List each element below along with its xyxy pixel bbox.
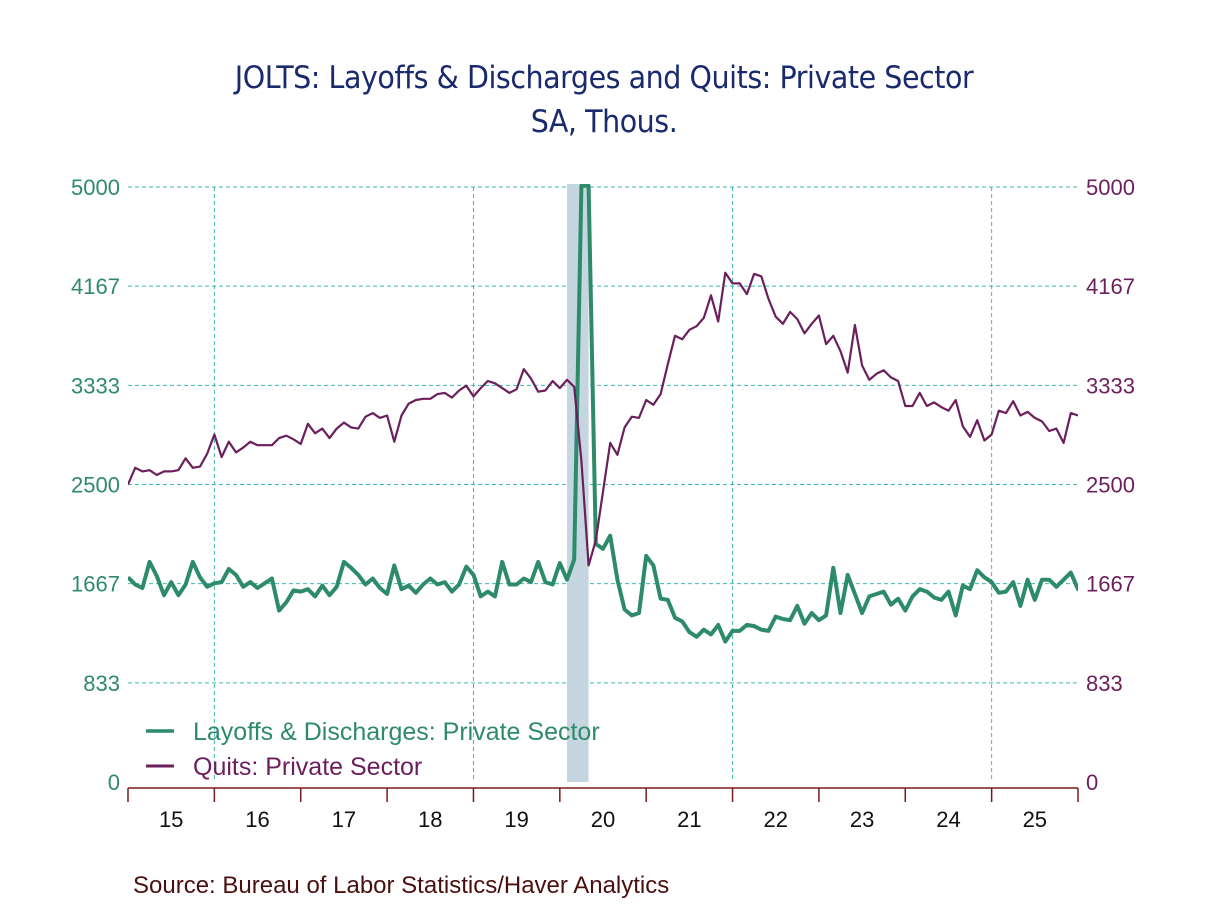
y-right-tick-label: 0 — [1086, 770, 1098, 795]
x-tick-label: 24 — [936, 807, 960, 832]
y-left-tick-label: 2500 — [71, 473, 120, 498]
y-right-tick-label: 833 — [1086, 671, 1123, 696]
quits-line — [128, 271, 1078, 567]
y-left-tick-label: 833 — [83, 671, 120, 696]
y-right-tick-label: 2500 — [1086, 473, 1135, 498]
x-tick-label: 18 — [418, 807, 442, 832]
y-right-tick-label: 4167 — [1086, 274, 1135, 299]
y-left-tick-label: 3333 — [71, 373, 120, 398]
y-left-tick-label: 4167 — [71, 274, 120, 299]
x-tick-label: 21 — [677, 807, 701, 832]
recession-shading — [567, 184, 589, 782]
x-tick-label: 20 — [591, 807, 615, 832]
y-left-tick-label: 0 — [108, 770, 120, 795]
gridlines — [128, 186, 1078, 782]
x-tick-label: 22 — [763, 807, 787, 832]
x-tick-label: 16 — [245, 807, 269, 832]
recession-bar — [567, 184, 589, 782]
x-tick-label: 15 — [159, 807, 183, 832]
axes: 0 0 833 833 1667 1667 2500 2500 3333 3333 4167 4167… — [71, 175, 1135, 832]
x-tick-label: 19 — [504, 807, 528, 832]
legend-label: Quits: Private Sector — [193, 753, 422, 781]
y-right-tick-label: 3333 — [1086, 373, 1135, 398]
x-tick-label: 17 — [332, 807, 356, 832]
layoffs-line — [128, 184, 1078, 644]
x-tick-label: 23 — [850, 807, 874, 832]
legend: Layoffs & Discharges: Private Sector Quit… — [146, 718, 600, 781]
chart-subtitle: SA, Thous. — [530, 104, 678, 140]
y-left-tick-label: 1667 — [71, 572, 120, 597]
y-left-tick-label: 5000 — [71, 175, 120, 200]
y-right-tick-label: 1667 — [1086, 572, 1135, 597]
source-note: Source: Bureau of Labor Statistics/Haver… — [133, 872, 670, 899]
series-lines — [128, 184, 1078, 644]
x-tick-label: 25 — [1023, 807, 1047, 832]
legend-label: Layoffs & Discharges: Private Sector — [193, 718, 600, 746]
y-right-tick-label: 5000 — [1086, 175, 1135, 200]
chart-title: JOLTS: Layoffs & Discharges and Quits: P… — [234, 60, 974, 96]
